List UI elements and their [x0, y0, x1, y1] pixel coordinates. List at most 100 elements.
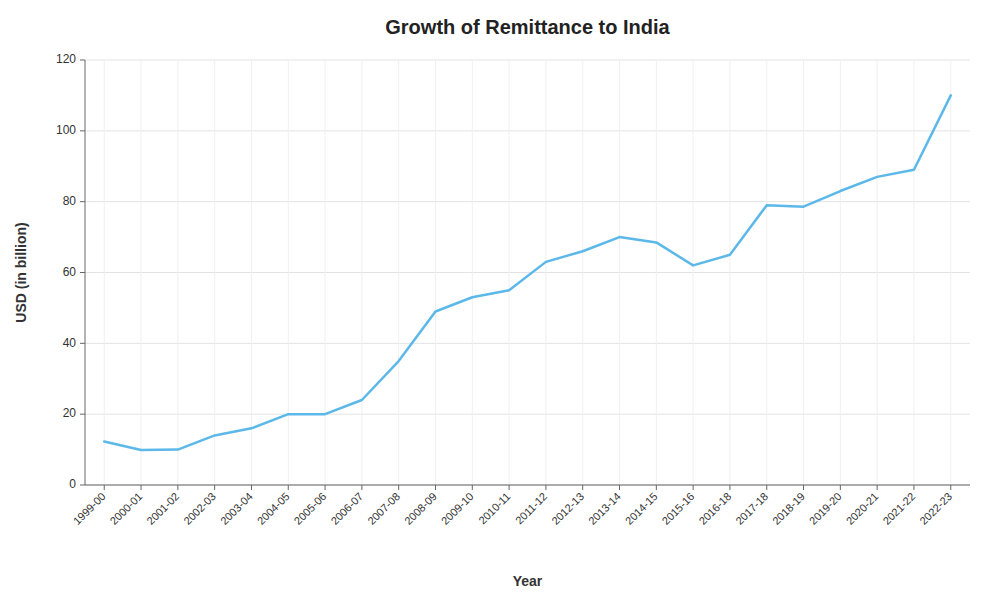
x-grid-line	[766, 60, 767, 485]
y-axis-label: USD (in billion)	[13, 222, 29, 322]
y-grid-line	[85, 343, 970, 344]
y-tick-label: 120	[56, 52, 76, 66]
x-grid-line	[509, 60, 510, 485]
x-tick-label: 2016-18	[696, 490, 733, 527]
x-tick	[288, 485, 289, 490]
x-tick-label: 2022-23	[917, 490, 954, 527]
x-grid-line	[177, 60, 178, 485]
x-tick-label: 2017-18	[733, 490, 770, 527]
grid	[85, 60, 970, 485]
y-tick-label: 20	[63, 406, 77, 420]
y-tick	[80, 130, 85, 131]
x-tick	[619, 485, 620, 490]
x-grid-line	[729, 60, 730, 485]
x-tick	[729, 485, 730, 490]
x-grid-line	[435, 60, 436, 485]
y-grid-line	[85, 130, 970, 131]
y-tick	[80, 201, 85, 202]
chart-svg: 0 20 40 60 80 100 120 1999-002000-012001-022002…	[0, 0, 1000, 600]
x-tick	[877, 485, 878, 490]
x-tick	[325, 485, 326, 490]
x-grid-line	[398, 60, 399, 485]
x-tick	[214, 485, 215, 490]
y-tick	[80, 485, 85, 486]
x-tick-label: 2002-03	[181, 490, 218, 527]
x-tick	[104, 485, 105, 490]
x-tick-label: 2000-01	[107, 490, 144, 527]
x-tick	[656, 485, 657, 490]
x-grid-line	[656, 60, 657, 485]
x-axis-line	[85, 485, 970, 486]
x-tick-label: 1999-00	[71, 490, 108, 527]
x-grid-line	[693, 60, 694, 485]
x-tick	[803, 485, 804, 490]
x-grid-line	[141, 60, 142, 485]
y-axis-line	[85, 60, 86, 485]
x-tick	[177, 485, 178, 490]
x-tick	[582, 485, 583, 490]
x-grid-line	[619, 60, 620, 485]
x-tick-label: 2018-19	[770, 490, 807, 527]
x-tick	[435, 485, 436, 490]
x-tick	[950, 485, 951, 490]
x-tick-label: 2008-09	[402, 490, 439, 527]
y-tick	[80, 414, 85, 415]
y-grid-line	[85, 272, 970, 273]
x-tick-label: 2001-02	[144, 490, 181, 527]
y-tick	[80, 272, 85, 273]
plot-area	[104, 95, 951, 450]
x-grid-line	[913, 60, 914, 485]
data-line	[104, 95, 951, 450]
y-tick	[80, 343, 85, 344]
y-grid-line	[85, 414, 970, 415]
x-tick-label: 2005-06	[292, 490, 329, 527]
x-tick-label: 2010-11	[476, 490, 512, 526]
y-tick-label: 60	[63, 265, 77, 279]
x-grid-line	[877, 60, 878, 485]
y-grid-line	[85, 485, 970, 486]
x-tick-label: 2013-14	[586, 490, 623, 527]
x-tick	[693, 485, 694, 490]
x-grid-line	[545, 60, 546, 485]
y-tick-label: 0	[69, 477, 76, 491]
x-tick-label: 2012-13	[549, 490, 586, 527]
chart-title: Growth of Remittance to India	[385, 16, 670, 38]
x-tick	[361, 485, 362, 490]
x-tick-label: 2019-20	[807, 490, 844, 527]
y-tick	[80, 60, 85, 61]
x-grid-line	[325, 60, 326, 485]
x-tick	[766, 485, 767, 490]
x-grid-line	[104, 60, 105, 485]
x-tick-label: 2003-04	[218, 490, 255, 527]
x-tick	[509, 485, 510, 490]
x-tick	[913, 485, 914, 490]
x-grid-line	[582, 60, 583, 485]
x-tick	[472, 485, 473, 490]
x-tick-label: 2011-12	[513, 490, 549, 526]
axes: 0 20 40 60 80 100 120 1999-002000-012001-022002…	[56, 52, 970, 527]
y-tick-label: 100	[56, 123, 76, 137]
x-tick-label: 2021-22	[880, 490, 917, 527]
y-tick-label: 80	[63, 194, 77, 208]
y-tick-label: 40	[63, 336, 77, 350]
x-tick-label: 2014-15	[623, 490, 660, 527]
x-tick	[141, 485, 142, 490]
x-tick-label: 2006-07	[328, 490, 365, 527]
x-grid-line	[840, 60, 841, 485]
y-grid-line	[85, 60, 970, 61]
x-grid-line	[214, 60, 215, 485]
x-tick	[545, 485, 546, 490]
x-tick	[398, 485, 399, 490]
x-grid-line	[251, 60, 252, 485]
x-grid-line	[361, 60, 362, 485]
x-axis-label: Year	[513, 573, 543, 589]
x-grid-line	[803, 60, 804, 485]
x-grid-line	[950, 60, 951, 485]
x-tick-label: 2004-05	[255, 490, 292, 527]
y-grid-line	[85, 201, 970, 202]
chart-container: 0 20 40 60 80 100 120 1999-002000-012001-022002…	[0, 0, 1000, 600]
x-tick-label: 2009-10	[439, 490, 476, 527]
x-tick-label: 2015-16	[660, 490, 697, 527]
x-tick-label: 2020-21	[844, 490, 881, 527]
x-grid-line	[288, 60, 289, 485]
